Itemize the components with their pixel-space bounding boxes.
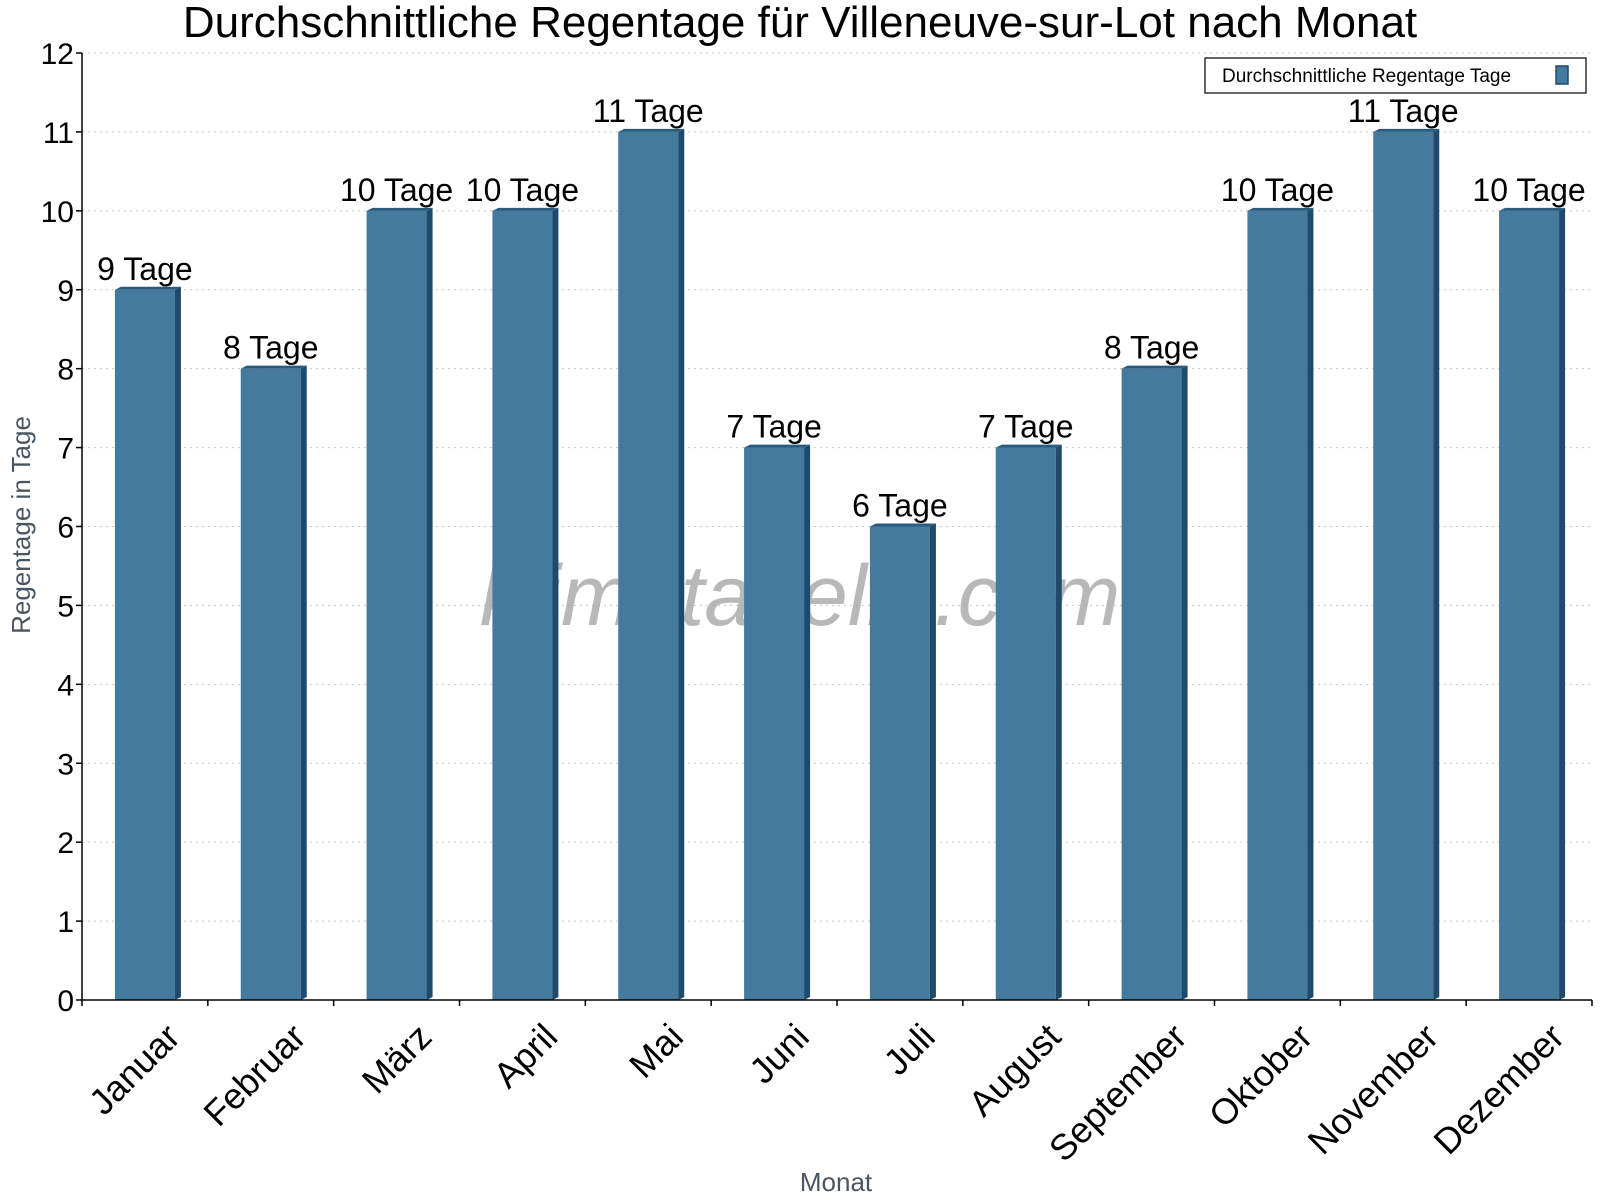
bar-front: [1121, 368, 1182, 1001]
bar-front: [240, 368, 301, 1001]
data-label-9: 8 Tage: [1104, 330, 1200, 366]
bar-front: [1373, 131, 1434, 1000]
y-tick-label-1: 1: [57, 906, 74, 939]
x-tick-label-1: Januar: [81, 1016, 188, 1123]
data-label-11: 11 Tage: [1348, 93, 1459, 129]
bar-top: [1373, 128, 1440, 132]
x-tick-label-10: Oktober: [1201, 1016, 1321, 1136]
bar-side: [174, 286, 181, 1000]
y-axis-title: Regentage in Tage: [6, 416, 36, 634]
gridlines: [82, 52, 1592, 922]
x-tick-label-7: Juli: [875, 1016, 942, 1083]
x-tick-label-5: Mai: [621, 1016, 691, 1086]
y-tick-label-10: 10: [41, 196, 74, 229]
bar-front: [744, 447, 805, 1000]
bar-7: [869, 523, 936, 1000]
bar-side: [1559, 207, 1566, 1001]
x-tick-label-8: August: [960, 1016, 1068, 1124]
axes: [76, 52, 1593, 1006]
data-label-12: 10 Tage: [1472, 172, 1585, 208]
bar-top: [114, 286, 181, 290]
bar-side: [1433, 128, 1440, 1000]
bar-side: [552, 207, 559, 1001]
data-label-5: 11 Tage: [593, 93, 704, 129]
bar-12: [1499, 207, 1566, 1001]
y-tick-label-0: 0: [57, 985, 74, 1018]
x-tick-label-4: April: [485, 1016, 565, 1096]
y-tick-label-7: 7: [57, 433, 74, 466]
bar-top: [1499, 207, 1566, 211]
x-tick-label-11: November: [1300, 1016, 1446, 1162]
x-tick-label-2: Februar: [195, 1016, 313, 1134]
x-tick-label-6: Juni: [741, 1016, 817, 1092]
bar-1: [114, 286, 181, 1000]
x-tick-label-9: September: [1041, 1016, 1195, 1170]
y-tick-label-8: 8: [57, 354, 74, 387]
bar-top: [1247, 207, 1314, 211]
bar-front: [618, 131, 679, 1000]
bar-2: [240, 365, 307, 1001]
bar-8: [995, 444, 1062, 1000]
bar-9: [1121, 365, 1188, 1001]
bar-top: [618, 128, 685, 132]
bar-front: [995, 447, 1056, 1000]
data-label-3: 10 Tage: [340, 172, 453, 208]
legend-label: Durchschnittliche Regentage Tage: [1222, 66, 1511, 87]
y-tick-label-3: 3: [57, 748, 74, 781]
bar-front: [366, 210, 427, 1001]
bar-side: [1055, 444, 1062, 1000]
data-label-4: 10 Tage: [466, 172, 579, 208]
bar-5: [618, 128, 685, 1000]
bar-front: [492, 210, 553, 1001]
bar-top: [1121, 365, 1188, 369]
bar-10: [1247, 207, 1314, 1001]
chart-title: Durchschnittliche Regentage für Villeneu…: [183, 0, 1417, 47]
bar-4: [492, 207, 559, 1001]
bar-top: [995, 444, 1062, 448]
bar-3: [366, 207, 433, 1001]
bar-front: [1499, 210, 1560, 1001]
data-label-2: 8 Tage: [223, 330, 319, 366]
x-tick-label-12: Dezember: [1425, 1016, 1571, 1162]
legend: Durchschnittliche Regentage Tage: [1204, 57, 1587, 94]
x-tick-label-3: März: [354, 1016, 440, 1102]
bar-side: [1307, 207, 1314, 1001]
x-axis-title: Monat: [800, 1167, 873, 1197]
bar-top: [492, 207, 559, 211]
y-tick-label-11: 11: [43, 117, 74, 150]
data-label-8: 7 Tage: [978, 409, 1074, 445]
bar-side: [678, 128, 685, 1000]
y-tick-label-4: 4: [57, 669, 74, 702]
bar-top: [366, 207, 433, 211]
bar-front: [1247, 210, 1308, 1001]
bar-top: [240, 365, 307, 369]
y-tick-label-12: 12: [41, 38, 74, 71]
bar-side: [300, 365, 307, 1001]
data-label-10: 10 Tage: [1221, 172, 1334, 208]
x-tick-labels: Januar Februar März April Mai Juni Juli AugustS…: [81, 1016, 1572, 1170]
y-tick-label-9: 9: [57, 275, 74, 308]
data-label-1: 9 Tage: [97, 251, 193, 287]
data-label-6: 7 Tage: [726, 409, 822, 445]
bar-top: [869, 523, 936, 527]
bar-side: [1181, 365, 1188, 1001]
bar-side: [804, 444, 811, 1000]
bar-side: [929, 523, 936, 1000]
legend-swatch: [1555, 65, 1569, 85]
data-labels: 9 Tage 8 Tage 10 Tage 10 Tage 11 Tage 7 Tage 6…: [97, 93, 1586, 524]
y-tick-label-5: 5: [57, 590, 74, 623]
bar-front: [869, 526, 930, 1000]
bar-11: [1373, 128, 1440, 1000]
bars: [114, 128, 1566, 1001]
data-label-7: 6 Tage: [852, 488, 948, 524]
bar-6: [744, 444, 811, 1000]
legend-box: [1204, 57, 1587, 94]
y-tick-label-2: 2: [57, 827, 74, 860]
bar-side: [426, 207, 433, 1001]
bar-front: [114, 289, 175, 1000]
y-tick-label-6: 6: [57, 512, 74, 545]
bar-top: [744, 444, 811, 448]
